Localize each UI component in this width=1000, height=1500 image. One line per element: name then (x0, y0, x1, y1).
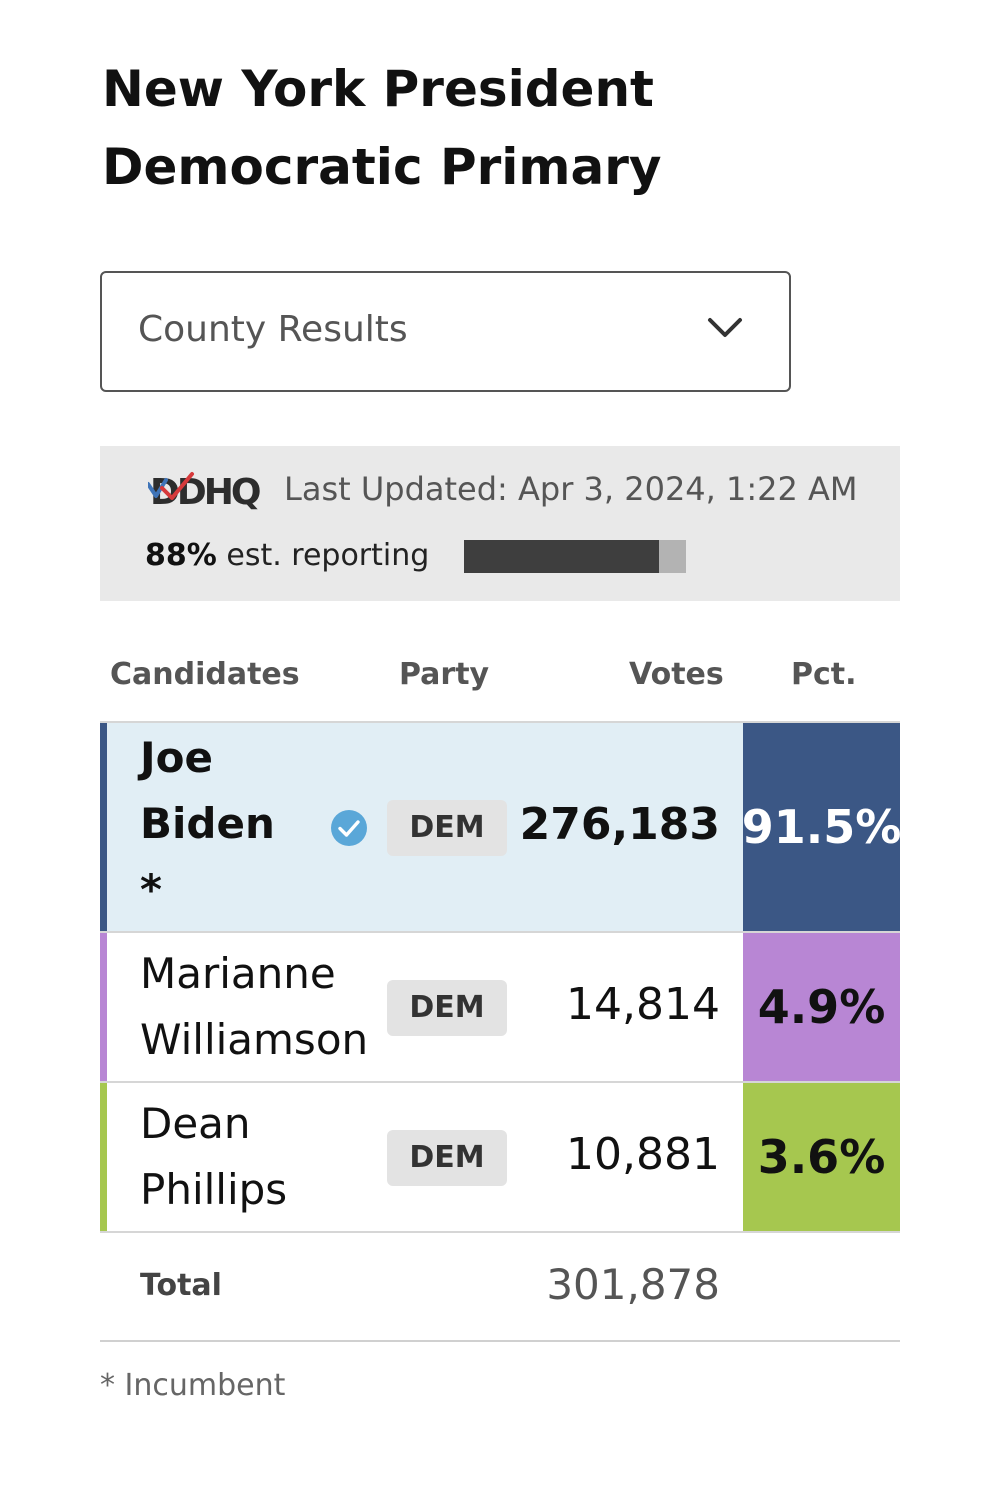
candidate-pct: 3.6% (743, 1083, 900, 1231)
candidate-name-line: Biden (140, 799, 275, 848)
reporting-percent: 88% (145, 538, 217, 573)
candidate-name-line: Phillips (140, 1165, 288, 1214)
row-accent (100, 723, 107, 931)
results-view-selected: County Results (138, 309, 408, 350)
page-title-line-2: Democratic Primary (102, 138, 662, 196)
candidate-name: Dean Phillips (140, 1091, 287, 1223)
candidate-name-line: Joe (140, 733, 213, 782)
status-panel: DDHQ Last Updated: Apr 3, 2024, 1:22 AM … (100, 446, 900, 601)
chevron-down-icon (708, 318, 742, 337)
candidate-name: Marianne Williamson (140, 941, 368, 1073)
row-accent (100, 1083, 107, 1231)
candidate-pct: 4.9% (743, 933, 900, 1081)
candidate-votes: 14,814 (566, 979, 720, 1030)
total-votes: 301,878 (546, 1260, 720, 1309)
divider (100, 1340, 900, 1342)
reporting-text: 88% est. reporting (145, 538, 429, 573)
incumbent-marker: * (140, 865, 162, 914)
page-title-line-1: New York President (102, 60, 654, 118)
candidate-name-line: Dean (140, 1099, 251, 1148)
header-party: Party (399, 657, 490, 692)
table-bottom-border (100, 1231, 900, 1233)
results-view-dropdown[interactable]: County Results (100, 271, 791, 392)
candidate-votes: 10,881 (566, 1129, 720, 1180)
header-pct: Pct. (791, 657, 857, 692)
svg-text:DDHQ: DDHQ (150, 472, 260, 510)
row-accent (100, 933, 107, 1081)
page-title: New York President Democratic Primary (102, 50, 802, 206)
table-row: Dean Phillips DEM 10,881 3.6% (100, 1081, 900, 1231)
header-candidates: Candidates (110, 657, 300, 692)
table-row: Joe Biden * DEM 276,183 91.5% (100, 721, 901, 931)
last-updated-text: Last Updated: Apr 3, 2024, 1:22 AM (284, 470, 858, 508)
table-row: Marianne Williamson DEM 14,814 4.9% (100, 931, 900, 1081)
incumbent-footnote: * Incumbent (100, 1368, 286, 1403)
ddhq-logo: DDHQ (148, 472, 260, 510)
total-label: Total (140, 1268, 222, 1303)
reporting-progress-bar (464, 540, 686, 573)
candidate-name-line: Marianne (140, 949, 336, 998)
party-badge: DEM (387, 1130, 507, 1186)
header-votes: Votes (629, 657, 724, 692)
reporting-progress-fill (464, 540, 660, 573)
verified-winner-icon (331, 810, 367, 846)
results-table: Joe Biden * DEM 276,183 91.5% Marianne W… (100, 721, 901, 1233)
candidate-name: Joe Biden * (140, 725, 275, 923)
candidate-votes: 276,183 (519, 799, 720, 850)
party-badge: DEM (387, 800, 507, 856)
candidate-pct: 91.5% (742, 723, 901, 931)
reporting-label: est. reporting (226, 538, 430, 573)
party-badge: DEM (387, 980, 507, 1036)
candidate-name-line: Williamson (140, 1015, 369, 1064)
